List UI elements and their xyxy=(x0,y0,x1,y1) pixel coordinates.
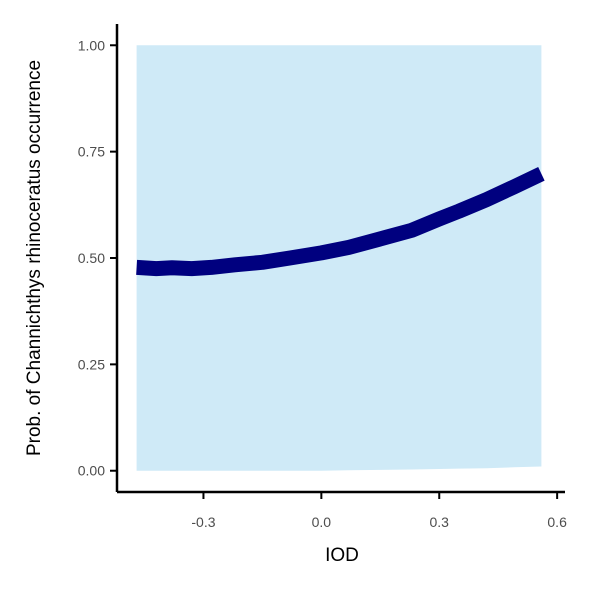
x-tick-label: -0.3 xyxy=(191,514,215,530)
x-axis-title: IOD xyxy=(325,545,359,566)
axes: 0.00 0.25 0.50 0.75 1.00 -0.3 0.0 0.3 0.6 xyxy=(78,24,567,530)
x-tick-label: 0.0 xyxy=(312,514,332,530)
plot-area xyxy=(136,45,545,471)
y-tick-label: 1.00 xyxy=(78,37,105,53)
x-tick-label: 0.6 xyxy=(547,514,567,530)
y-tick-label: 0.00 xyxy=(78,463,105,479)
y-tick-label: 0.50 xyxy=(78,250,105,266)
series-line xyxy=(136,167,545,277)
y-tick-label: 0.75 xyxy=(78,144,105,160)
confidence-ribbon xyxy=(136,45,542,471)
y-tick-label: 0.25 xyxy=(78,356,105,372)
y-axis-title: Prob. of Channichthys rhinoceratus occur… xyxy=(24,60,45,456)
x-tick-label: 0.3 xyxy=(430,514,450,530)
